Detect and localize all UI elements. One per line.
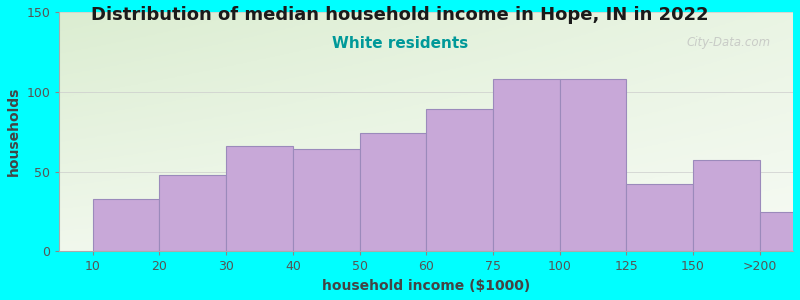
- Text: White residents: White residents: [332, 36, 468, 51]
- X-axis label: household income ($1000): household income ($1000): [322, 279, 530, 293]
- Text: City-Data.com: City-Data.com: [687, 36, 771, 49]
- Bar: [359, 133, 426, 251]
- Bar: [693, 160, 760, 251]
- Bar: [93, 199, 159, 251]
- Bar: [560, 79, 626, 251]
- Bar: [226, 146, 293, 251]
- Bar: [493, 79, 560, 251]
- Bar: [760, 212, 800, 251]
- Bar: [626, 184, 693, 251]
- Bar: [293, 149, 359, 251]
- Y-axis label: households: households: [7, 87, 21, 176]
- Bar: [426, 110, 493, 251]
- Text: Distribution of median household income in Hope, IN in 2022: Distribution of median household income …: [91, 6, 709, 24]
- Bar: [159, 175, 226, 251]
